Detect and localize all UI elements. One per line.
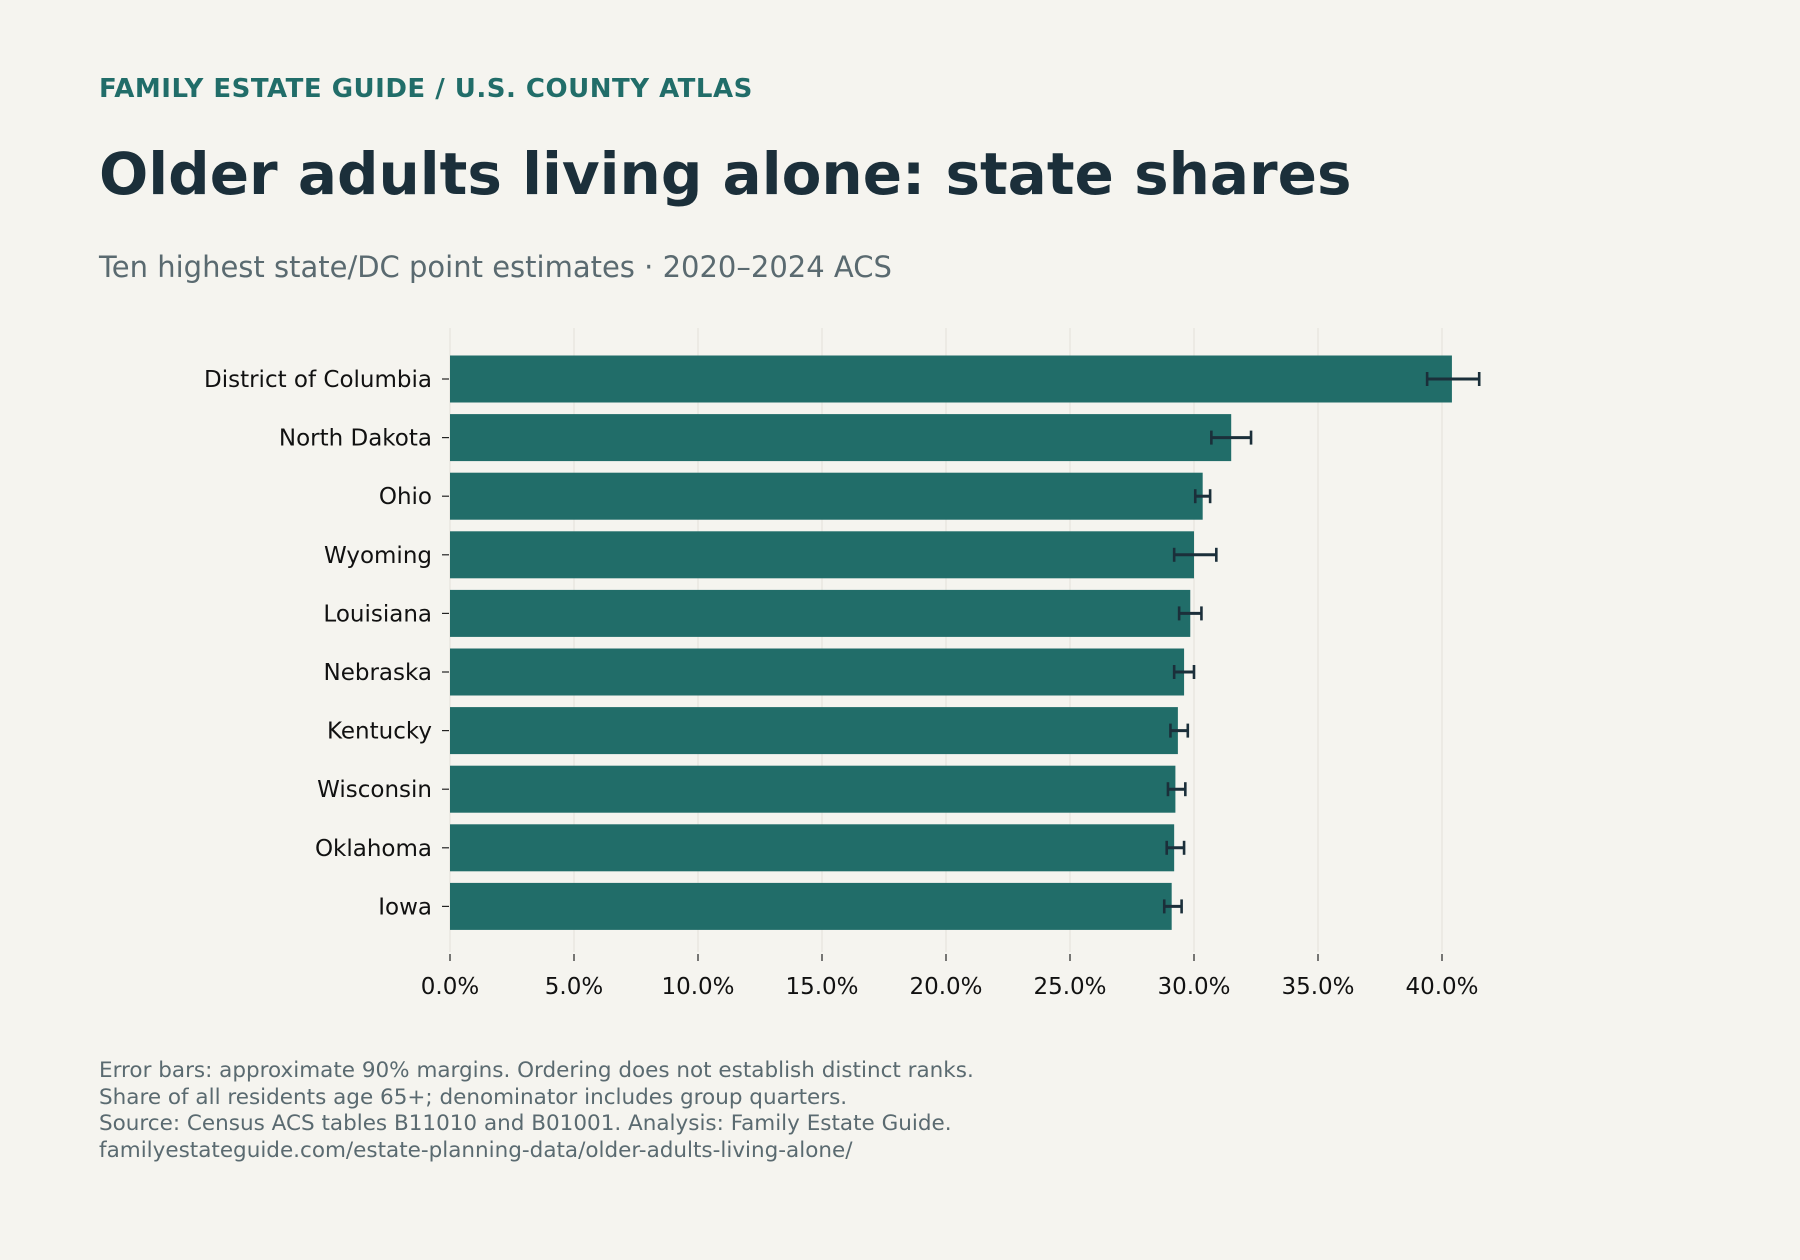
bar (450, 414, 1232, 462)
footer-note-error-bars: Error bars: approximate 90% margins. Ord… (99, 1058, 974, 1083)
x-tick-label: 35.0% (1281, 974, 1354, 1000)
category-label: North Dakota (279, 426, 432, 452)
x-tick-label: 20.0% (909, 974, 982, 1000)
error-bar (1425, 372, 1481, 386)
category-label: Ohio (379, 484, 432, 510)
bar (450, 472, 1203, 520)
bar (450, 707, 1178, 755)
error-bar (1210, 430, 1253, 445)
x-tick-label: 0.0% (421, 974, 479, 1000)
error-bars (1162, 372, 1481, 914)
error-bar (1162, 899, 1183, 914)
category-label: Iowa (378, 894, 432, 920)
error-bar (1193, 489, 1212, 504)
bar (450, 589, 1191, 637)
bar (450, 824, 1175, 872)
x-tick-label: 30.0% (1157, 974, 1230, 1000)
bar (450, 355, 1452, 403)
error-bar (1169, 723, 1190, 738)
category-label: District of Columbia (204, 367, 432, 393)
error-bar (1172, 547, 1218, 562)
category-label: Nebraska (324, 660, 433, 686)
x-axis-ticks: 0.0% 5.0% 10.0% 15.0% 20.0% 25.0% 30.0% 35.0% 40… (421, 954, 1479, 1000)
category-label: Oklahoma (315, 836, 432, 862)
bar (450, 648, 1185, 696)
error-bar (1172, 665, 1196, 679)
category-label: Wisconsin (317, 777, 432, 803)
bar (450, 882, 1172, 930)
x-tick-label: 10.0% (661, 974, 734, 1000)
bar (450, 531, 1194, 579)
chart-title: Older adults living alone: state shares (99, 140, 1352, 208)
x-tick-label: 40.0% (1405, 974, 1478, 1000)
x-tick-label: 15.0% (785, 974, 858, 1000)
error-bar (1177, 606, 1203, 621)
category-label: Wyoming (324, 543, 432, 569)
bar (450, 765, 1176, 813)
footer-note-denominator: Share of all residents age 65+; denomina… (99, 1084, 848, 1110)
category-labels: District of Columbia North Dakota Ohio Wyom… (204, 367, 449, 920)
footer-note-source: Source: Census ACS tables B11010 and B01… (99, 1111, 952, 1136)
category-label: Louisiana (323, 601, 432, 627)
bars (450, 355, 1452, 930)
chart-subtitle: Ten highest state/DC point estimates · 2… (99, 250, 892, 284)
error-bar (1165, 840, 1186, 855)
category-label: Kentucky (327, 719, 432, 745)
footer-note-url: familyestateguide.com/estate-planning-da… (99, 1137, 853, 1163)
footer-notes: Error bars: approximate 90% margins. Ord… (99, 1058, 974, 1164)
error-bar (1166, 782, 1187, 797)
x-tick-label: 5.0% (545, 974, 603, 1000)
eyebrow-label: FAMILY ESTATE GUIDE / U.S. COUNTY ATLAS (99, 74, 753, 104)
x-tick-label: 25.0% (1033, 974, 1106, 1000)
